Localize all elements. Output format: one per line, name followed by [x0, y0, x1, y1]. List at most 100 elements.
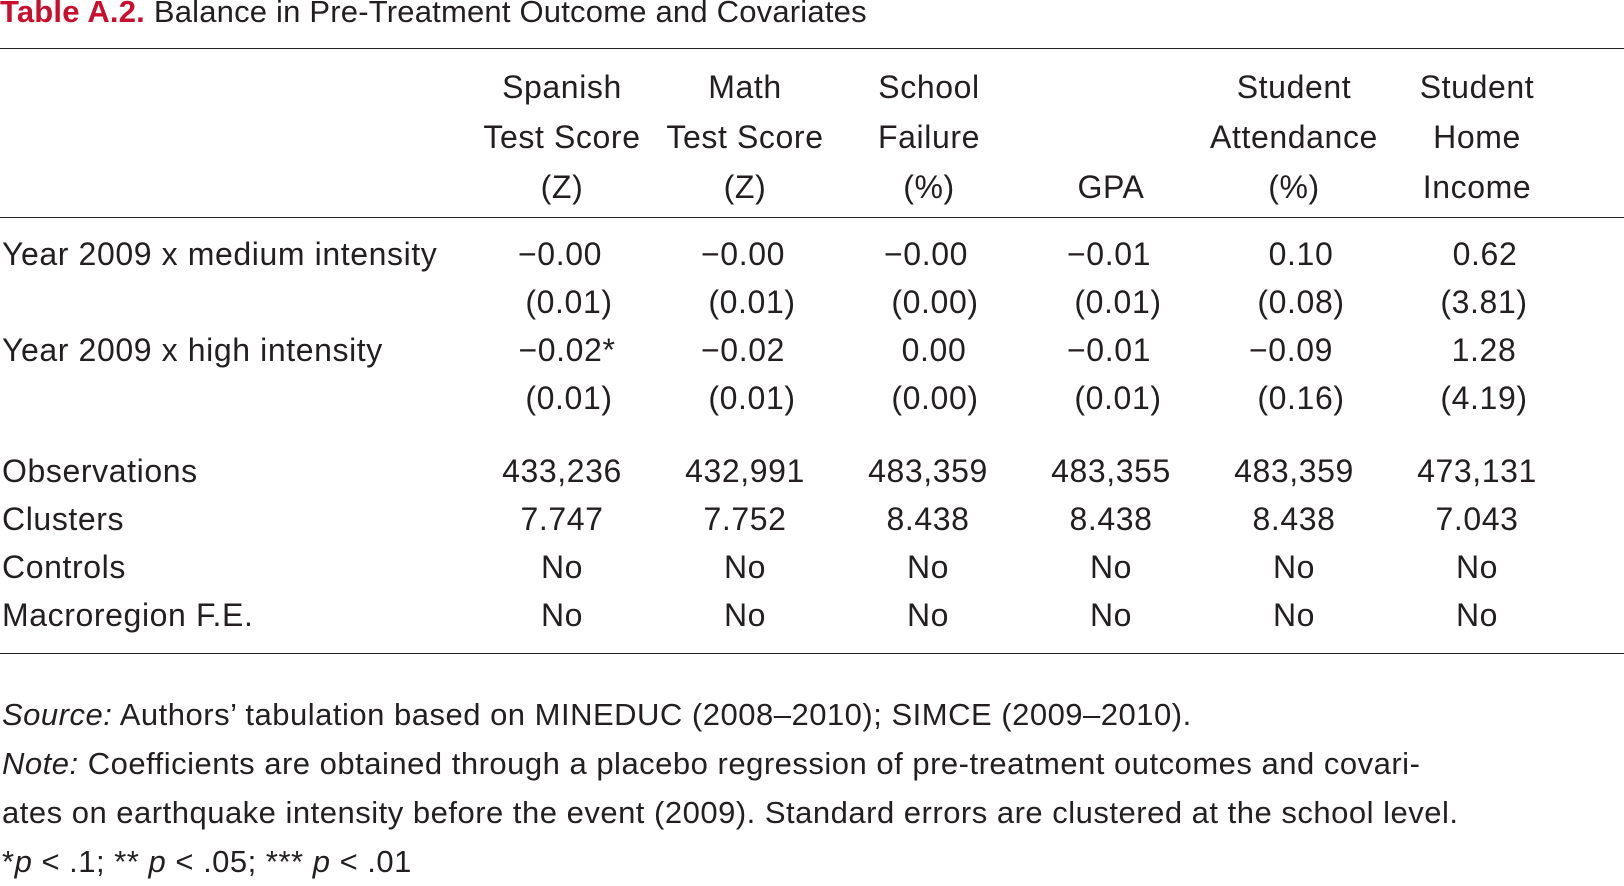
table-cell: 0.62: [1452, 236, 1518, 272]
table-cell: No: [723, 597, 767, 633]
column-header-line: (Z): [723, 169, 767, 205]
table-cell: 483,355: [1051, 453, 1171, 489]
sig-text: < .1; **: [32, 844, 149, 879]
column-header-line: GPA: [1077, 169, 1145, 205]
table-cell: No: [1089, 549, 1133, 585]
table-cell-se: (0.00): [891, 380, 979, 416]
table-cell-se: (0.16): [1257, 380, 1345, 416]
table-cell: 483,359: [1234, 453, 1354, 489]
sig-text: < .05; ***: [166, 844, 313, 879]
table-cell: −0.02: [701, 332, 785, 368]
table-cell-se: (3.81): [1440, 284, 1528, 320]
table-cell-se: (0.01): [525, 284, 613, 320]
bottom-rule: [0, 653, 1624, 654]
note-text-1: Coefficients are obtained through a plac…: [78, 746, 1421, 781]
column-header-line: [1077, 112, 1144, 162]
column-header-line: Student: [1236, 69, 1352, 105]
column-header-attendance: Student Attendance (%): [1210, 62, 1378, 212]
table-cell: −0.09: [1249, 332, 1333, 368]
table-cell: 1.28: [1451, 332, 1517, 368]
table-cell: 473,131: [1417, 453, 1537, 489]
table-cell: 7.747: [520, 501, 604, 537]
column-header-line: Home: [1433, 119, 1521, 155]
table-cell: 0.00: [901, 332, 967, 368]
table-cell: 483,359: [868, 453, 988, 489]
column-header-spanish: Spanish Test Score (Z): [483, 62, 640, 212]
column-header-line: (Z): [540, 169, 584, 205]
table-cell: −0.00: [518, 236, 602, 272]
row-label-clusters: Clusters: [2, 501, 125, 537]
table-cell-se: (0.01): [1074, 284, 1162, 320]
header-rule: [0, 217, 1624, 218]
significance-note: *p < .1; ** p < .05; *** p < .01: [2, 837, 1612, 886]
note-line-2: ates on earthquake intensity before the …: [2, 795, 1459, 830]
table-cell: No: [1272, 549, 1316, 585]
column-header-line: Test Score: [666, 119, 824, 155]
column-header-line: (%): [1268, 169, 1320, 205]
top-rule: [0, 48, 1624, 49]
table-cell: No: [1089, 597, 1133, 633]
note-label: Note:: [2, 746, 79, 781]
sig-text: < .01: [330, 844, 412, 879]
column-header-line: Failure: [877, 119, 981, 155]
table-cell-se: (0.01): [525, 380, 613, 416]
source-label: Source:: [2, 697, 113, 732]
sig-p: p: [312, 844, 331, 879]
column-header-school-failure: School Failure (%): [878, 62, 980, 212]
column-header-gpa: GPA: [1077, 62, 1144, 212]
table-cell: No: [1455, 549, 1499, 585]
table-cell: −0.00: [884, 236, 968, 272]
column-header-line: Student: [1419, 69, 1535, 105]
table-cell: 432,991: [685, 453, 805, 489]
sig-p: p: [14, 844, 33, 879]
sig-p: p: [148, 844, 167, 879]
source-text: Authors’ tabulation based on MINEDUC (20…: [112, 697, 1192, 732]
table-caption: Table A.2. Balance in Pre-Treatment Outc…: [0, 0, 867, 30]
table-cell: −0.02*: [518, 332, 616, 368]
table-cell: 0.10: [1268, 236, 1334, 272]
column-header-home-income: Student Home Income: [1420, 62, 1535, 212]
table-cell-se: (0.08): [1257, 284, 1345, 320]
column-header-line: [1077, 62, 1144, 112]
table-cell: 7.752: [703, 501, 787, 537]
table-cell-se: (0.01): [1074, 380, 1162, 416]
row-label-macroregion-fe: Macroregion F.E.: [2, 597, 254, 633]
table-cell: −0.01: [1067, 332, 1151, 368]
table-notes: Source: Authors’ tabulation based on MIN…: [2, 690, 1612, 886]
table-cell-se: (4.19): [1440, 380, 1528, 416]
table-cell: −0.01: [1067, 236, 1151, 272]
table-label: Table A.2.: [0, 0, 145, 29]
column-header-line: Math: [708, 69, 782, 105]
table-cell: −0.00: [701, 236, 785, 272]
row-label-observations: Observations: [2, 453, 198, 489]
table-cell: No: [906, 597, 950, 633]
table-title: Balance in Pre-Treatment Outcome and Cov…: [153, 0, 867, 29]
row-label-medium-intensity: Year 2009 x medium intensity: [2, 236, 438, 272]
column-header-line: Income: [1422, 169, 1532, 205]
row-label-high-intensity: Year 2009 x high intensity: [2, 332, 383, 368]
column-header-line: School: [878, 69, 980, 105]
table-cell: No: [1272, 597, 1316, 633]
source-note: Source: Authors’ tabulation based on MIN…: [2, 690, 1612, 739]
column-header-line: Spanish: [502, 69, 622, 105]
table-cell: No: [906, 549, 950, 585]
table-cell-se: (0.00): [891, 284, 979, 320]
table-cell: 7.043: [1435, 501, 1519, 537]
table-cell: No: [540, 597, 584, 633]
table-cell-se: (0.01): [708, 284, 796, 320]
table-cell: 8.438: [1252, 501, 1336, 537]
table-cell-se: (0.01): [708, 380, 796, 416]
column-header-math: Math Test Score (Z): [666, 62, 823, 212]
table-cell: 8.438: [1069, 501, 1153, 537]
sig-star: *: [2, 844, 15, 879]
table-cell: No: [1455, 597, 1499, 633]
column-header-line: Test Score: [483, 119, 641, 155]
column-header-line: Attendance: [1210, 119, 1378, 155]
row-label-controls: Controls: [2, 549, 126, 585]
table-cell: 8.438: [886, 501, 970, 537]
table-cell: No: [723, 549, 767, 585]
table-cell: 433,236: [502, 453, 622, 489]
note-line-1: Note: Coefficients are obtained through …: [2, 739, 1612, 788]
table-cell: No: [540, 549, 584, 585]
